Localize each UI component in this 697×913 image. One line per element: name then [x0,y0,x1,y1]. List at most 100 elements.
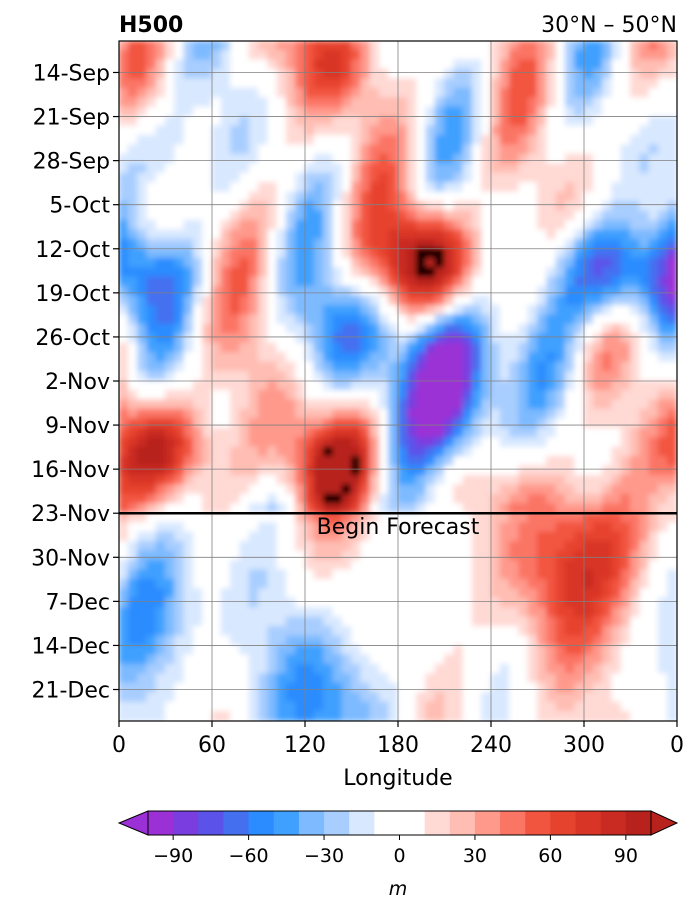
field-cell [276,153,287,165]
field-cell [611,49,622,61]
field-cell [527,399,538,410]
field-cell [546,654,557,665]
field-cell [592,607,604,618]
field-cell [378,484,390,495]
field-cell [220,541,232,552]
field-cell [453,541,464,552]
field-cell [611,550,622,561]
field-cell [146,276,157,288]
field-cell [248,106,259,118]
field-cell [137,493,148,505]
field-cell [165,361,176,373]
field-cell [276,125,287,136]
field-cell [137,654,148,665]
field-cell [137,78,148,89]
field-cell [332,97,343,108]
field-cell [369,418,380,429]
field-cell [546,493,557,505]
field-cell [648,456,659,467]
field-cell [434,276,445,288]
field-cell [620,654,631,665]
field-cell [285,597,297,609]
field-cell [574,493,585,505]
y-axis: 14-Sep21-Sep28-Sep5-Oct12-Oct19-Oct26-Oc… [31,61,119,704]
field-cell [583,342,594,354]
field-cell [490,692,501,703]
field-cell [220,257,232,269]
field-cell [276,286,287,297]
field-cell [276,531,287,543]
field-cell [667,304,677,316]
field-cell [509,276,520,288]
field-cell [471,635,483,646]
field-cell [351,323,362,335]
field-cell [183,172,194,184]
field-cell [462,182,473,193]
field-cell [509,446,520,458]
field-cell [592,116,604,127]
field-cell [481,682,492,694]
field-cell [192,78,204,89]
field-cell [183,692,194,703]
field-cell [648,418,659,429]
field-cell [630,286,641,297]
field-cell [388,68,399,80]
field-cell [341,446,352,458]
field-cell [630,267,641,278]
field-cell [639,238,650,250]
field-cell [230,257,241,269]
field-cell [183,446,194,458]
field-cell [285,191,297,203]
field-cell [546,59,557,70]
field-cell [202,267,213,278]
field-cell [416,163,427,174]
field-cell [165,219,176,231]
field-cell [546,163,557,174]
field-cell [360,474,371,486]
field-cell [425,361,436,373]
field-cell [630,352,641,363]
field-cell [304,692,315,703]
field-cell [667,626,677,637]
field-cell [509,418,520,429]
field-cell [146,654,157,665]
field-cell [490,201,501,212]
field-cell [119,172,129,184]
field-cell [425,153,436,165]
field-cell [388,427,399,439]
field-cell [211,210,222,221]
field-cell [509,59,520,70]
field-cell [341,352,352,363]
field-cell [369,569,380,580]
field-cell [211,408,222,420]
field-cell [453,380,464,391]
field-cell [564,389,576,401]
field-cell [258,116,269,127]
field-cell [555,210,566,221]
field-cell [416,295,427,306]
field-cell [351,389,362,401]
field-cell [146,191,157,203]
field-cell [416,191,427,203]
field-cell [323,342,334,354]
field-cell [537,427,548,439]
field-cell [583,408,594,420]
field-cell [434,408,445,420]
field-cell [630,257,641,269]
field-cell [471,522,483,533]
field-cell [602,588,613,599]
field-cell [313,512,325,524]
field-cell [453,49,464,61]
field-cell [220,106,232,118]
colorbar-swatch [198,811,224,835]
field-cell [397,673,408,684]
field-cell [378,295,390,306]
field-cell [434,257,445,269]
field-cell [192,248,204,259]
field-cell [527,616,538,628]
field-cell [462,352,473,363]
field-cell [518,541,529,552]
field-cell [462,607,473,618]
field-cell [155,248,166,259]
field-cell [211,68,222,80]
